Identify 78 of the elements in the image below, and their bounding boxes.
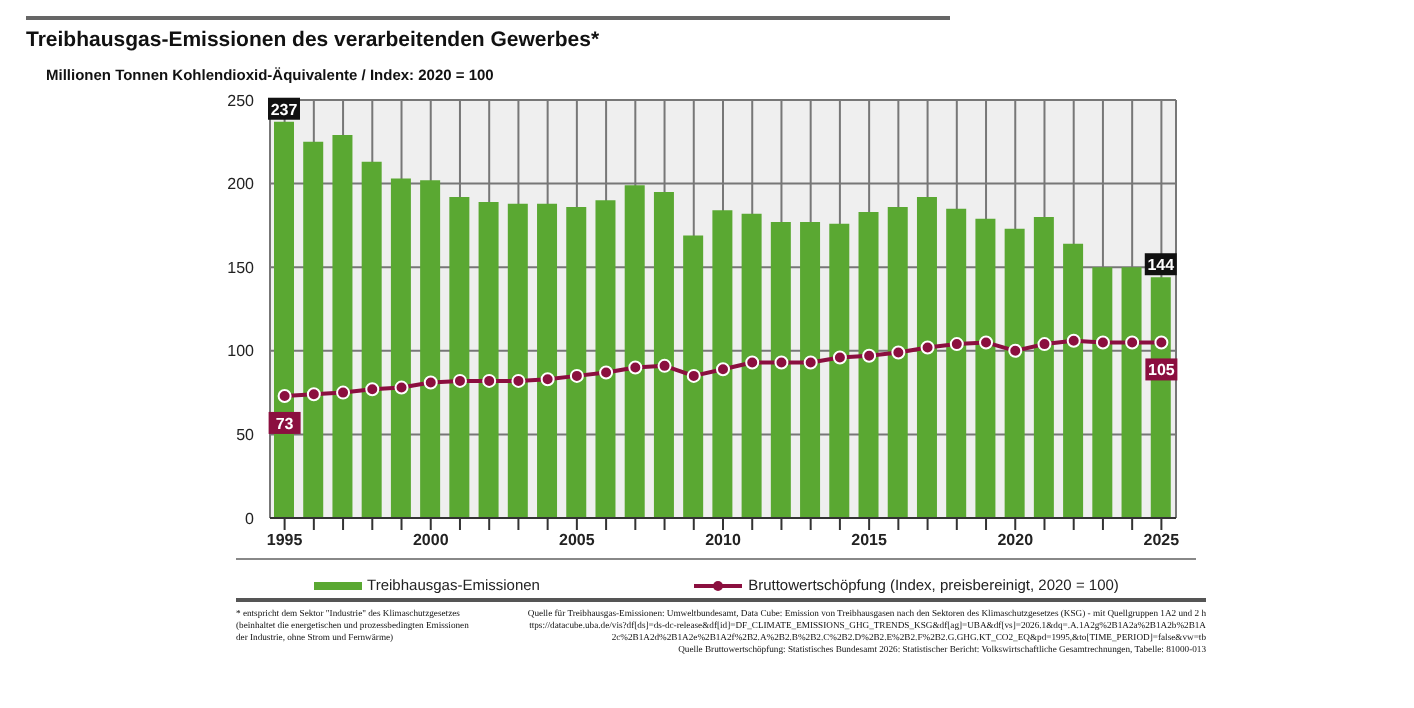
point [511, 373, 526, 388]
y-tick-label: 150 [227, 258, 256, 277]
point [1037, 337, 1052, 352]
point [891, 345, 906, 360]
bar [770, 222, 791, 518]
point [745, 355, 760, 370]
data-label: 105 [1148, 361, 1176, 380]
point [774, 355, 789, 370]
data-label: 237 [270, 100, 299, 119]
bar [1092, 267, 1113, 518]
bar [595, 200, 616, 518]
bar [858, 212, 879, 518]
point [452, 373, 467, 388]
x-tick-label: 1995 [266, 531, 304, 550]
bar [303, 141, 324, 518]
point [336, 385, 351, 400]
bar [537, 203, 558, 518]
bar [332, 135, 353, 518]
point [365, 382, 380, 397]
point [657, 358, 672, 373]
bar [975, 218, 996, 518]
bar [478, 201, 499, 518]
point [832, 350, 847, 365]
bar [829, 223, 850, 518]
x-tick-label: 2000 [412, 531, 450, 550]
point [569, 368, 584, 383]
point [920, 340, 935, 355]
point [979, 335, 994, 350]
point [862, 348, 877, 363]
point [277, 388, 292, 403]
bar [946, 208, 967, 518]
y-tick-label: 250 [227, 91, 256, 110]
bar [1004, 228, 1025, 518]
y-tick-label: 50 [236, 426, 256, 445]
bar [449, 196, 470, 518]
y-tick-label: 200 [227, 175, 256, 194]
bar [712, 210, 733, 518]
point [423, 375, 438, 390]
point [394, 380, 409, 395]
bar [624, 185, 645, 518]
point [949, 337, 964, 352]
bar [361, 161, 382, 518]
data-label: 73 [275, 414, 295, 433]
bar [1121, 267, 1142, 518]
bar [653, 191, 674, 518]
bar [420, 180, 441, 518]
x-tick-label: 2005 [559, 531, 596, 550]
point [540, 372, 555, 387]
point [628, 360, 643, 375]
point [1008, 343, 1023, 358]
bar [1063, 243, 1084, 518]
bar [916, 196, 937, 518]
bar [390, 178, 411, 518]
data-label: 144 [1147, 256, 1176, 275]
x-tick-label: 2025 [1143, 531, 1181, 550]
point [803, 355, 818, 370]
bar [887, 207, 908, 518]
x-tick-label: 2010 [705, 531, 742, 550]
point [1154, 335, 1169, 350]
bar [566, 207, 587, 518]
bar [741, 213, 762, 518]
x-tick-label: 2020 [997, 531, 1035, 550]
point [482, 373, 497, 388]
bar [800, 222, 821, 518]
y-tick-label: 0 [245, 509, 256, 528]
point [1095, 335, 1110, 350]
bar [683, 235, 704, 518]
point [1066, 333, 1081, 348]
y-tick-label: 100 [227, 342, 256, 361]
bar [1033, 217, 1054, 518]
bar [507, 203, 528, 518]
point [599, 365, 614, 380]
point [686, 368, 701, 383]
point [1125, 335, 1140, 350]
point [306, 387, 321, 402]
x-tick-label: 2015 [851, 531, 889, 550]
chart-title: Treibhausgas-Emissionen des verarbeitenden Gewerbes* [26, 28, 602, 52]
point [716, 362, 730, 377]
